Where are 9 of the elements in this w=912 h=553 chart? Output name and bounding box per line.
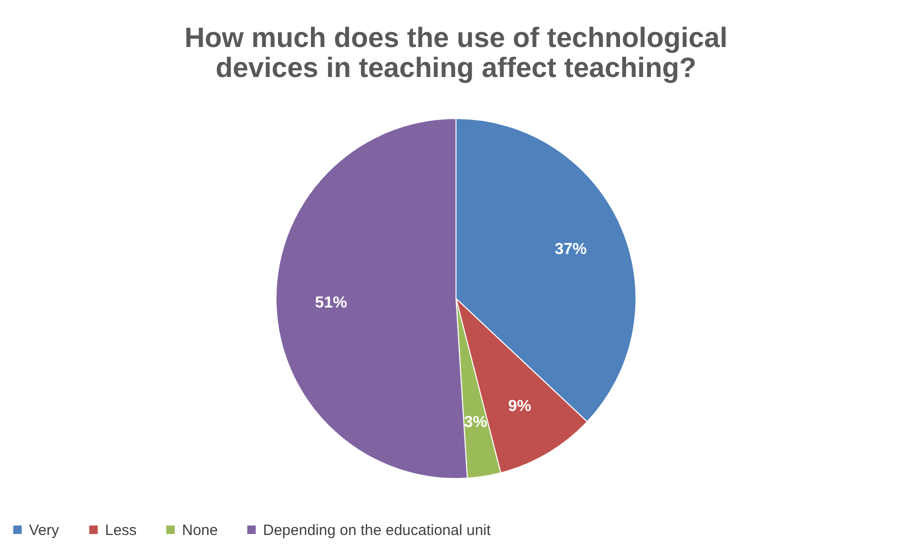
chart-title: How much does the use of technological devices in teaching affect teaching? bbox=[184, 22, 728, 83]
legend-label: None bbox=[182, 522, 218, 539]
data-label: 37% bbox=[554, 240, 587, 258]
legend-label: Less bbox=[105, 522, 137, 539]
data-label: 3% bbox=[464, 414, 488, 431]
legend-label: Very bbox=[29, 522, 60, 539]
legend-label: Depending on the educational unit bbox=[263, 522, 492, 539]
data-label: 51% bbox=[315, 294, 348, 312]
data-label: 9% bbox=[508, 398, 532, 416]
